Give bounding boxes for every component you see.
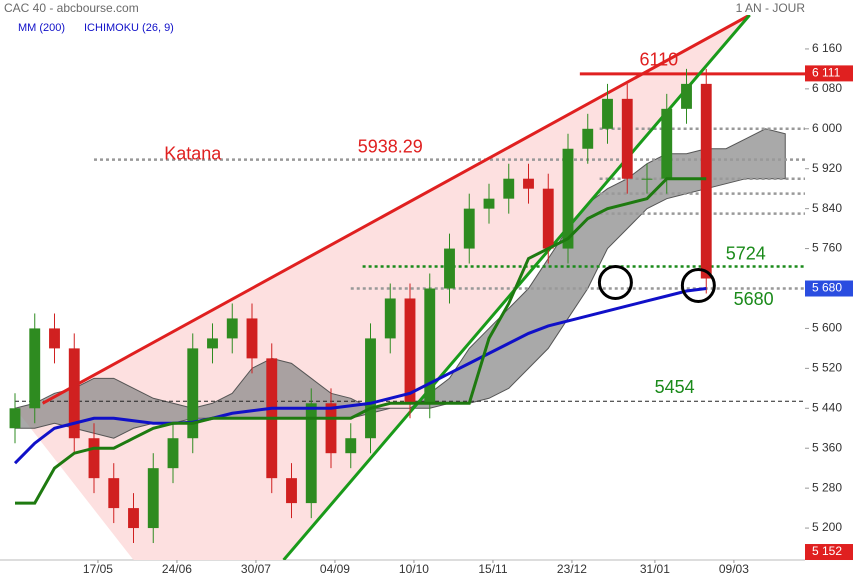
x-tick-label: 24/06 <box>162 562 192 576</box>
y-tick-label: 5 840 <box>812 201 842 215</box>
highlight-circle <box>680 268 716 304</box>
y-tick-label: 5 600 <box>812 321 842 335</box>
chart-subtitle: 1 AN - JOUR <box>736 1 806 15</box>
trend-line <box>41 15 751 405</box>
series-line <box>13 287 707 465</box>
y-tick-label: 5 360 <box>812 440 842 454</box>
price-badge <box>805 65 853 82</box>
price-badge <box>805 544 853 561</box>
candle-body <box>187 348 199 439</box>
candle-body <box>325 403 337 454</box>
candle-body <box>700 83 712 279</box>
legend-entry: ICHIMOKU (26, 9) <box>84 22 174 34</box>
x-tick-label: 10/10 <box>399 562 429 576</box>
x-tick-label: 09/03 <box>719 562 749 576</box>
level-label: 6110 <box>639 50 678 70</box>
candle-body <box>9 408 21 429</box>
candle-body <box>286 478 297 504</box>
y-tick-label: 6 080 <box>812 81 842 95</box>
candle-body <box>404 298 416 404</box>
candle-body <box>641 178 653 180</box>
candle-body <box>424 288 436 404</box>
y-tick-label: 5 280 <box>812 480 842 494</box>
candle-body <box>29 328 41 409</box>
y-tick-label: 6 000 <box>812 121 842 135</box>
legend-entry: MM (200) <box>18 22 65 34</box>
level-label: 5938.29 <box>358 136 423 156</box>
candle-body <box>523 178 534 189</box>
candle-body <box>207 338 218 349</box>
candle-body <box>68 348 80 439</box>
candle-body <box>483 198 495 209</box>
y-tick-label: 6 160 <box>812 41 842 55</box>
y-tick-label: 5 440 <box>812 400 842 414</box>
candle-body <box>226 318 238 339</box>
candle-body <box>444 248 455 289</box>
candle-body <box>49 328 60 349</box>
candle-body <box>305 403 317 504</box>
x-tick-label: 15/11 <box>478 562 507 576</box>
candle-body <box>365 338 376 439</box>
chart-title: CAC 40 - abcbourse.com <box>4 1 139 15</box>
candle-body <box>562 148 574 249</box>
annotation: Katana <box>164 143 222 163</box>
x-tick-label: 23/12 <box>557 562 587 576</box>
candle-body <box>542 188 554 249</box>
candle-body <box>246 318 258 359</box>
candle-body <box>384 298 396 339</box>
candle-body <box>147 468 159 529</box>
y-tick-label: 5 200 <box>812 520 842 534</box>
candle-body <box>582 128 594 149</box>
level-label: 5724 <box>726 243 766 263</box>
y-tick-label: 5 520 <box>812 361 842 375</box>
candle-body <box>602 98 613 129</box>
price-badge-label: 5 152 <box>812 544 842 558</box>
candle-body <box>503 178 515 199</box>
candle-body <box>108 478 120 509</box>
price-badge <box>805 280 853 297</box>
series-line <box>15 177 707 505</box>
x-tick-label: 04/09 <box>320 562 350 576</box>
candle-body <box>128 508 139 529</box>
y-tick-label: 5 760 <box>812 241 842 255</box>
level-label: 5454 <box>655 377 695 397</box>
candle-body <box>681 83 692 109</box>
price-badge-label: 6 111 <box>812 66 841 80</box>
x-tick-label: 17/05 <box>83 562 113 576</box>
candle-body <box>621 98 633 179</box>
x-tick-label: 30/07 <box>241 562 271 576</box>
candle-body <box>167 438 179 469</box>
candle-body <box>345 438 357 454</box>
x-tick-label: 31/01 <box>640 562 670 576</box>
candle-body <box>463 208 475 249</box>
level-label: 5680 <box>734 289 774 309</box>
candle-body <box>88 438 100 479</box>
candle-body <box>661 108 673 179</box>
highlight-circle <box>597 265 633 301</box>
price-badge-label: 5 680 <box>812 281 842 295</box>
y-tick-label: 5 920 <box>812 161 842 175</box>
